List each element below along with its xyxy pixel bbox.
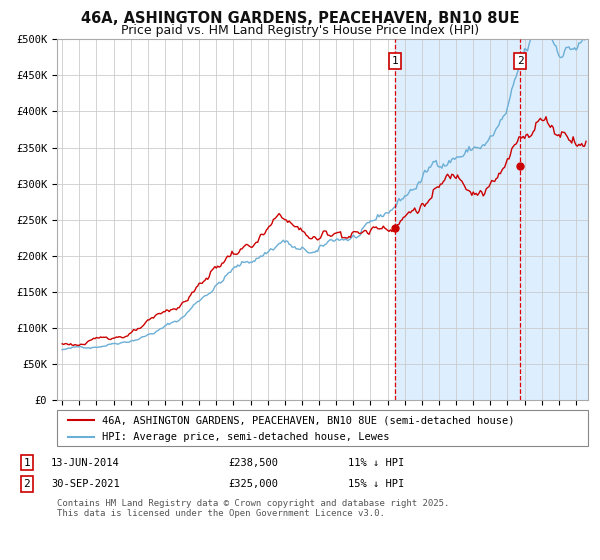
Text: £325,000: £325,000 bbox=[228, 479, 278, 489]
Text: 15% ↓ HPI: 15% ↓ HPI bbox=[348, 479, 404, 489]
Text: 1: 1 bbox=[392, 56, 398, 66]
Bar bbox=[395, 39, 588, 400]
FancyBboxPatch shape bbox=[57, 410, 588, 446]
Text: Contains HM Land Registry data © Crown copyright and database right 2025.
This d: Contains HM Land Registry data © Crown c… bbox=[57, 499, 449, 519]
Text: 46A, ASHINGTON GARDENS, PEACEHAVEN, BN10 8UE: 46A, ASHINGTON GARDENS, PEACEHAVEN, BN10… bbox=[81, 11, 519, 26]
Text: 2: 2 bbox=[517, 56, 524, 66]
Text: 30-SEP-2021: 30-SEP-2021 bbox=[51, 479, 120, 489]
Text: 1: 1 bbox=[23, 458, 31, 468]
Text: 46A, ASHINGTON GARDENS, PEACEHAVEN, BN10 8UE (semi-detached house): 46A, ASHINGTON GARDENS, PEACEHAVEN, BN10… bbox=[102, 415, 515, 425]
Text: 2: 2 bbox=[23, 479, 31, 489]
Text: £238,500: £238,500 bbox=[228, 458, 278, 468]
Text: 11% ↓ HPI: 11% ↓ HPI bbox=[348, 458, 404, 468]
Text: 13-JUN-2014: 13-JUN-2014 bbox=[51, 458, 120, 468]
Text: HPI: Average price, semi-detached house, Lewes: HPI: Average price, semi-detached house,… bbox=[102, 432, 389, 442]
Text: Price paid vs. HM Land Registry's House Price Index (HPI): Price paid vs. HM Land Registry's House … bbox=[121, 24, 479, 37]
